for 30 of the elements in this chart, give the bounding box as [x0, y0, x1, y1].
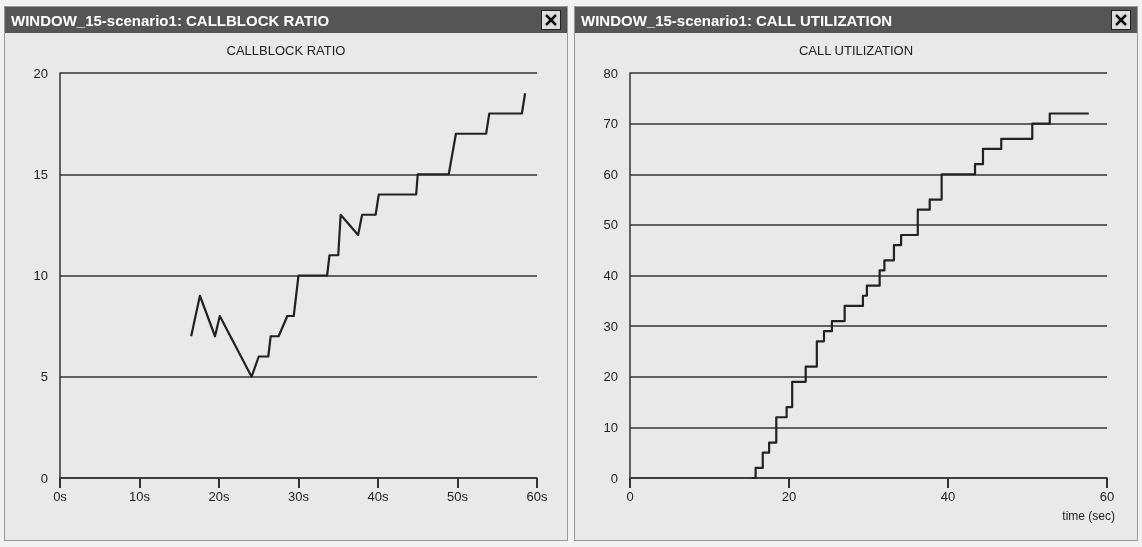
y-tick-label: 5 [40, 369, 48, 385]
y-tick-label: 0 [40, 470, 48, 486]
y-tick-label: 30 [603, 318, 618, 334]
x-axis-title: time (sec) [1062, 509, 1115, 523]
x-tick-label: 10s [129, 489, 151, 504]
chart-subtitle: CALL UTILIZATION [798, 43, 914, 58]
y-tick-label: 50 [603, 217, 618, 233]
y-tick-label: 0 [610, 470, 618, 486]
x-tick-label: 40s [367, 489, 389, 504]
y-tick-label: 10 [603, 419, 618, 435]
chart-title: WINDOW_15-scenario1: CALLBLOCK RATIO [11, 11, 330, 29]
chart-subtitle: CALLBLOCK RATIO [226, 43, 346, 58]
chart-title: WINDOW_15-scenario1: CALL UTILIZATION [581, 11, 893, 29]
y-tick-label: 40 [603, 268, 618, 283]
x-tick-label: 0s [53, 489, 68, 504]
y-tick-label: 10 [33, 268, 48, 283]
y-tick-label: 20 [603, 369, 618, 385]
x-tick-label: 20 [781, 489, 797, 504]
y-tick-label: 80 [603, 65, 618, 81]
x-tick-label: 20s [208, 489, 230, 504]
y-tick-label: 15 [33, 166, 48, 182]
x-tick-label: 30s [288, 489, 310, 504]
x-tick-label: 50s [447, 489, 469, 504]
x-tick-label: 60s [526, 489, 548, 504]
y-tick-label: 70 [603, 116, 618, 132]
y-tick-label: 60 [603, 166, 618, 182]
y-tick-label: 20 [33, 65, 48, 81]
x-tick-label: 60 [1099, 489, 1115, 504]
x-tick-label: 0 [626, 489, 634, 504]
x-tick-label: 40 [940, 489, 956, 504]
